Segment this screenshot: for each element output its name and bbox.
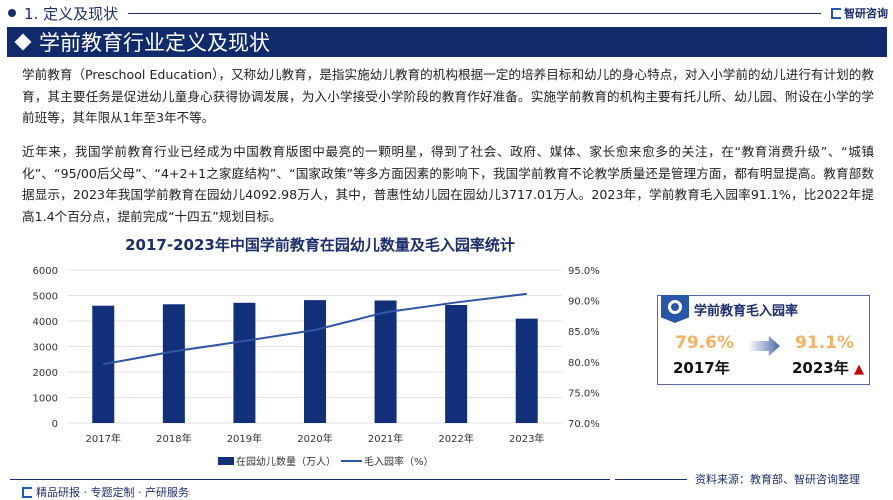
source-divider [615, 479, 687, 480]
logo-icon [22, 486, 32, 498]
bullet-icon [8, 9, 16, 17]
rate-card [657, 295, 870, 385]
x-tick: 2017年 [86, 432, 121, 445]
page-banner: 学前教育行业定义及现状 [7, 27, 887, 57]
footer: 精品研报 · 专题定制 · 产研服务 [22, 484, 189, 500]
chart-badge-icon [661, 295, 689, 323]
y-right-tick: 80.0% [568, 358, 600, 369]
y-left-tick: 4000 [33, 317, 58, 328]
y-right-tick: 70.0% [568, 419, 600, 430]
brand-logo: 智研咨询 [831, 5, 888, 21]
y-right-tick: 90.0% [568, 297, 600, 308]
to-year: 2023年 ▲ [792, 357, 864, 378]
intro-paragraph: 学前教育（Preschool Education），又称幼儿教育，是指实施幼儿教… [22, 67, 874, 125]
y-right-tick: 85.0% [568, 327, 600, 338]
y-right-tick: 95.0% [568, 266, 600, 277]
y-left-tick: 3000 [33, 343, 58, 354]
bar [92, 305, 115, 423]
legend-bar-label: 在园幼儿数量（万人） [236, 455, 336, 468]
page-title: 学前教育行业定义及现状 [39, 31, 270, 55]
divider [128, 12, 821, 14]
source-note: 资料来源：教育部、智研咨询整理 [695, 473, 860, 486]
footer-divider [10, 479, 610, 480]
status-paragraph: 近年来，我国学前教育行业已经成为中国教育版图中最亮的一颗明星，得到了社会、政府、… [22, 144, 874, 224]
chart-title: 2017-2023年中国学前教育在园幼儿数量及毛入园率统计 [125, 236, 515, 254]
y-left-tick: 1000 [33, 394, 58, 405]
brand-name: 智研咨询 [844, 7, 888, 20]
to-year-label: 2023年 [792, 359, 849, 377]
section-header: 1. 定义及现状 智研咨询 [8, 2, 888, 24]
x-tick: 2019年 [227, 432, 262, 445]
card-title: 学前教育毛入园率 [694, 304, 799, 319]
bar [233, 302, 256, 423]
y-left-tick: 6000 [33, 266, 58, 277]
up-arrow-icon: ▲ [853, 362, 864, 377]
from-value: 79.6% [675, 333, 734, 353]
bar [304, 300, 326, 423]
bar [162, 304, 185, 423]
section-title: 1. 定义及现状 [24, 4, 119, 23]
from-year: 2017年 [673, 359, 730, 377]
x-tick: 2023年 [509, 432, 544, 445]
legend-bar-swatch [218, 457, 234, 465]
x-tick: 2018年 [156, 432, 191, 445]
x-tick: 2021年 [368, 432, 403, 445]
to-value: 91.1% [795, 333, 854, 353]
y-left-tick: 2000 [33, 368, 58, 379]
footer-slogan: 精品研报 · 专题定制 · 产研服务 [36, 486, 189, 499]
legend-line-label: 毛入园率（%） [364, 455, 434, 468]
x-tick: 2020年 [297, 432, 332, 445]
bar [515, 318, 538, 423]
y-right-tick: 75.0% [568, 388, 600, 399]
arrow-right-icon [748, 336, 780, 356]
bar [374, 300, 397, 423]
logo-icon [831, 7, 841, 19]
bar [445, 304, 468, 423]
x-tick: 2022年 [438, 432, 473, 445]
y-left-tick: 0 [52, 419, 58, 430]
y-left-tick: 5000 [33, 292, 58, 303]
